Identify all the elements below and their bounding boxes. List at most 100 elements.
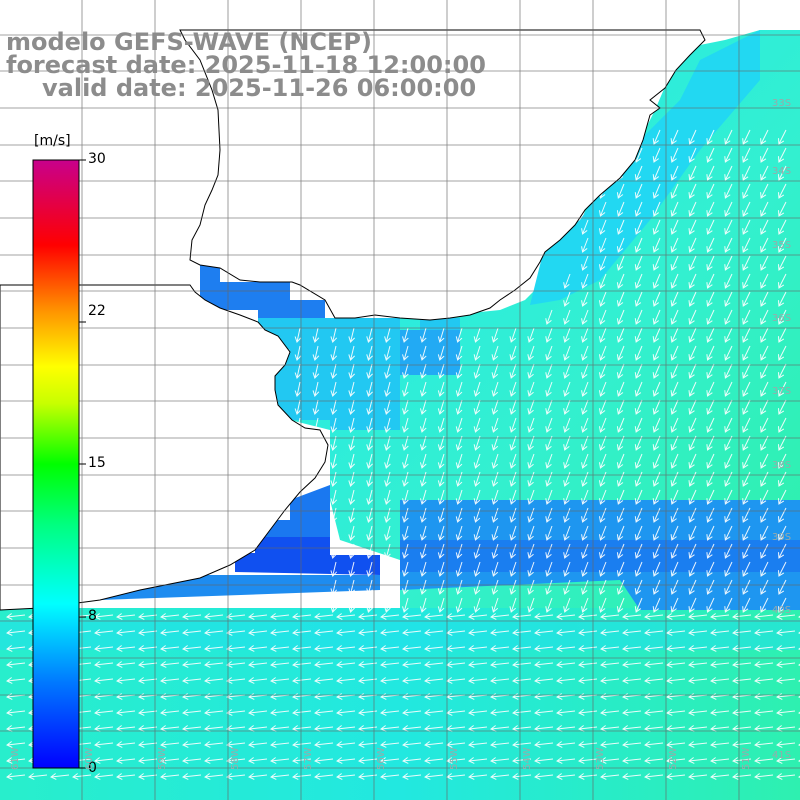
wind-arrow (688, 629, 708, 636)
wind-arrow (710, 645, 730, 652)
wind-arrow (760, 489, 769, 505)
wind-arrow (138, 757, 158, 764)
wind-arrow (330, 471, 338, 487)
wind-arrow (402, 757, 422, 764)
wind-arrow (419, 417, 427, 433)
wind-arrow (634, 345, 643, 361)
wind-arrow (706, 147, 715, 163)
wind-arrow (116, 629, 136, 636)
wind-arrow (509, 561, 517, 577)
wind-arrow (6, 773, 26, 780)
wind-arrow (534, 661, 554, 668)
wind-arrow (581, 417, 589, 433)
wind-arrow (742, 291, 751, 307)
wind-arrow (742, 381, 751, 397)
wind-arrow (600, 613, 620, 620)
wind-arrow (402, 489, 409, 505)
wind-arrow (724, 327, 733, 343)
wind-arrow (688, 147, 697, 163)
wind-arrow (598, 471, 607, 487)
wind-arrow (724, 399, 733, 415)
lon-label: 59W (157, 747, 168, 770)
wind-arrow (742, 327, 751, 343)
wind-arrow (509, 471, 517, 487)
wind-arrow (581, 507, 589, 523)
wind-arrow (348, 381, 356, 397)
wind-arrow (706, 417, 715, 433)
wind-arrow (545, 525, 553, 541)
wind-arrow (473, 561, 481, 577)
uruguay-land (179, 29, 706, 321)
wind-arrow (473, 579, 481, 595)
wind-arrow (670, 291, 679, 307)
wind-arrow (182, 613, 202, 620)
wind-arrow (742, 417, 751, 433)
wind-arrow (777, 273, 787, 289)
wind-arrow (419, 561, 427, 577)
wind-arrow (473, 381, 481, 397)
wind-arrow (688, 201, 697, 217)
lon-label: 51W (741, 747, 752, 770)
lat-label: 34S (772, 166, 792, 177)
wind-arrow (666, 661, 686, 668)
wind-arrow (437, 417, 445, 433)
wind-arrow (138, 613, 158, 620)
wind-arrow (688, 613, 708, 620)
wind-arrow (6, 645, 26, 652)
wind-arrow (578, 629, 598, 636)
wind-arrow (491, 579, 499, 595)
wind-arrow (644, 773, 664, 780)
wind-arrow (366, 399, 373, 415)
wind-arrow (798, 679, 800, 683)
wind-arrow (742, 525, 751, 541)
wind-arrow (742, 399, 751, 415)
wind-arrow (634, 381, 643, 397)
wind-arrow (455, 579, 463, 595)
wind-arrow (182, 773, 202, 780)
wind-arrow (336, 757, 356, 764)
wind-arrow (294, 399, 302, 415)
wind-arrow (634, 417, 643, 433)
wind-arrow (366, 525, 373, 541)
wind-arrow (473, 525, 481, 541)
wind-arrow (491, 561, 499, 577)
wind-arrow (706, 525, 715, 541)
wind-arrow (634, 597, 643, 613)
wind-arrow (688, 597, 697, 613)
wind-arrow (116, 645, 136, 652)
wind-arrow (598, 507, 607, 523)
wind-arrow (776, 677, 796, 684)
wind-arrow (366, 597, 373, 613)
wind-arrow (563, 327, 571, 343)
wind-arrow (556, 645, 576, 652)
lat-label: 41S (772, 750, 792, 761)
wind-arrow (424, 709, 444, 716)
wind-arrow (366, 507, 373, 523)
wind-arrow (490, 661, 510, 668)
wind-arrow (616, 507, 625, 523)
wind-arrow (314, 709, 334, 716)
wind-arrow (491, 363, 499, 379)
wind-arrow (798, 727, 800, 731)
wind-arrow (724, 147, 733, 163)
wind-arrow (776, 773, 796, 780)
wind-arrow (366, 345, 373, 361)
lon-label: 61W (10, 747, 21, 770)
wind-arrow (182, 677, 202, 684)
wind-arrow (348, 579, 356, 595)
estuary-cyan (258, 318, 460, 430)
wind-arrow (760, 309, 769, 325)
wind-arrow (666, 645, 686, 652)
wind-arrow (292, 757, 312, 764)
wind-arrow (545, 399, 553, 415)
wind-arrow (437, 399, 445, 415)
wind-arrow (777, 345, 787, 361)
wind-arrow (600, 645, 620, 652)
wind-arrow (724, 363, 733, 379)
wind-arrow (616, 237, 625, 253)
wind-arrow (754, 661, 774, 668)
wind-arrow (402, 561, 409, 577)
wind-arrow (563, 525, 571, 541)
lat-label: 37S (772, 386, 792, 397)
wind-arrow (336, 709, 356, 716)
